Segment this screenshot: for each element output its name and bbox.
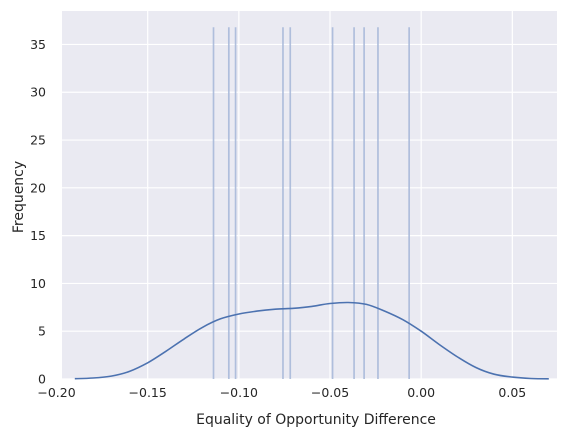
y-grid: [62, 43, 557, 380]
histogram-bar: [331, 27, 334, 379]
y-tick-label: 35: [30, 37, 46, 52]
x-axis-label: Equality of Opportunity Difference: [196, 412, 436, 428]
histogram-bar: [227, 27, 230, 379]
x-grid: [55, 11, 513, 379]
histogram-bar: [353, 27, 355, 379]
x-tick-label: −0.05: [311, 385, 349, 400]
y-tick-label: 0: [38, 372, 46, 387]
y-tick-label: 15: [30, 228, 46, 243]
histogram-bar: [289, 27, 292, 379]
histogram-bars: [212, 27, 410, 379]
y-tick-label: 10: [30, 276, 46, 291]
y-tick-label: 25: [30, 133, 46, 148]
y-axis-label: Frequency: [11, 161, 27, 233]
histogram-bar: [408, 27, 410, 379]
histogram-bar: [282, 27, 284, 379]
x-tick-label: −0.15: [129, 385, 167, 400]
histogram-bar: [363, 27, 365, 379]
x-tick-labels: −0.20 −0.15 −0.10 −0.05 0.00 0.05: [37, 385, 526, 400]
y-tick-label: 5: [38, 324, 46, 339]
histogram-bar: [234, 27, 237, 379]
kde-line: [74, 301, 549, 380]
plot-background: [62, 11, 557, 379]
x-tick-label: 0.00: [407, 385, 435, 400]
histogram-bar: [212, 27, 215, 379]
y-tick-labels: 0 5 10 15 20 25 30 35: [30, 37, 46, 387]
y-tick-label: 20: [30, 180, 46, 195]
histogram-bar: [377, 27, 379, 379]
y-tick-label: 30: [30, 85, 46, 100]
x-tick-label: −0.20: [37, 385, 75, 400]
x-tick-label: 0.05: [498, 385, 526, 400]
x-tick-label: −0.10: [220, 385, 258, 400]
